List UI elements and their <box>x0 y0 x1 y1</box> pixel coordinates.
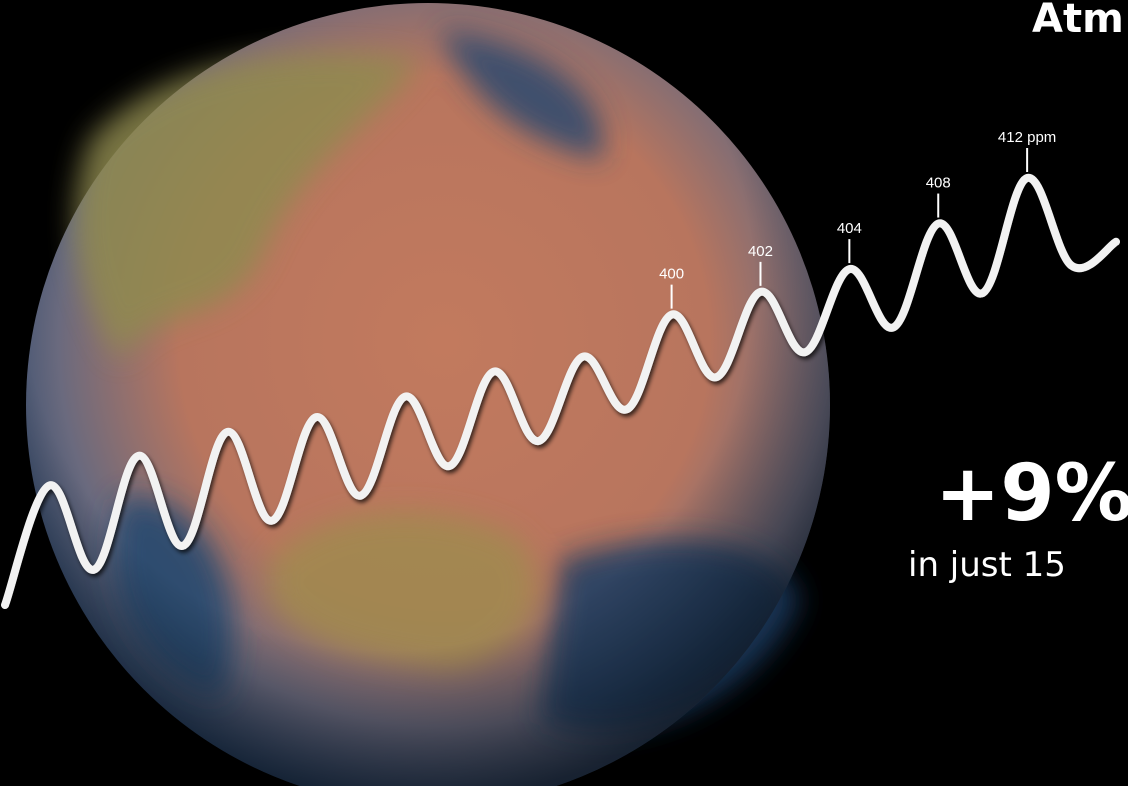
value-label: 408 <box>926 175 951 192</box>
chart-title: Atm <box>1032 0 1124 42</box>
value-label: 400 <box>659 266 684 283</box>
value-label: 412 ppm <box>998 129 1056 146</box>
value-label: 402 <box>748 243 773 260</box>
value-label: 404 <box>837 220 862 237</box>
subheadline: in just 15 <box>908 545 1066 585</box>
co2-line <box>1 174 1120 609</box>
headline: +9% <box>935 449 1128 539</box>
globe <box>26 3 830 786</box>
